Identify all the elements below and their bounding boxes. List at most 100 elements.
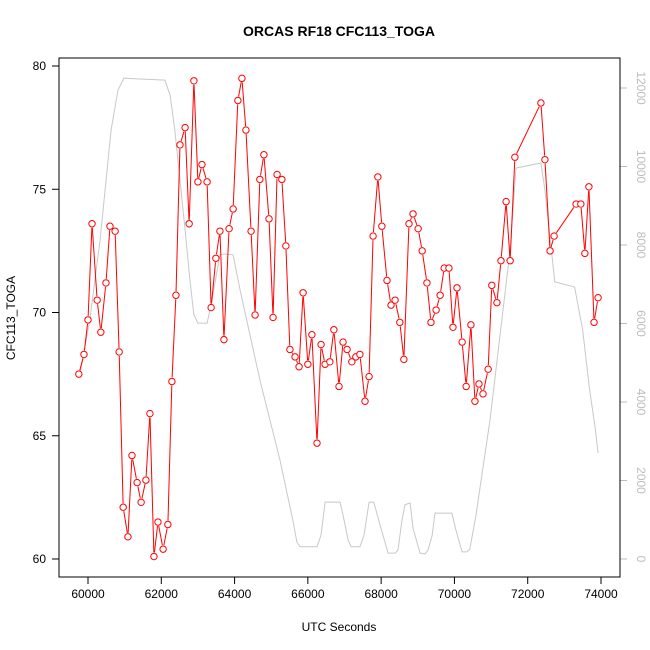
series-segment [359, 358, 366, 398]
y-axis-label: CFC113_TOGA [4, 276, 18, 360]
y2-tick-label: 6000 [634, 310, 648, 337]
data-point [423, 279, 431, 287]
data-point [391, 296, 399, 304]
series-segment [97, 304, 101, 329]
data-point [506, 257, 514, 265]
data-point [436, 291, 444, 299]
data-point [369, 232, 377, 240]
data-point [102, 279, 110, 287]
data-point [471, 397, 479, 405]
data-point [273, 170, 281, 179]
series-segment [175, 148, 181, 292]
series-segment [232, 104, 239, 205]
data-point [400, 355, 408, 364]
data-point [168, 377, 176, 386]
series-segment [377, 180, 383, 223]
data-point [84, 316, 92, 324]
data-point [220, 335, 228, 344]
data-point [119, 503, 127, 511]
series-segment [436, 298, 440, 307]
series-segment [114, 235, 120, 348]
data-point [111, 227, 119, 235]
data-point [343, 345, 351, 354]
series-segment [198, 168, 202, 179]
data-point [185, 220, 193, 228]
data-point [159, 545, 167, 553]
series-segment [291, 352, 294, 354]
series-segment [272, 178, 278, 314]
series-segment [223, 232, 230, 336]
series-segment [321, 348, 325, 361]
data-point [269, 313, 277, 322]
series-segment [145, 417, 151, 477]
series-segment [316, 348, 322, 440]
series-segment [470, 328, 476, 398]
series-segment [505, 205, 511, 257]
data-point [80, 350, 88, 359]
x-tick-label: 72000 [511, 587, 545, 601]
data-point [164, 520, 172, 529]
altitude-line [79, 77, 599, 555]
series-segment [296, 360, 299, 364]
x-tick-label: 66000 [291, 587, 325, 601]
data-point [497, 257, 505, 265]
x-tick-label: 60000 [71, 587, 105, 601]
series-segment [403, 227, 410, 356]
y2-tick-label: 10000 [634, 150, 648, 184]
data-point [247, 227, 255, 235]
data-point [462, 382, 470, 391]
data-point [585, 183, 593, 191]
series-segment [260, 158, 264, 176]
series-segment [127, 459, 133, 533]
series-segment [163, 528, 168, 546]
x-tick-label: 62000 [145, 587, 179, 601]
series-segment [206, 185, 212, 304]
series-segment [465, 328, 472, 383]
series-segment [588, 190, 595, 319]
data-point [387, 301, 395, 309]
y2-tick-label: 12000 [634, 71, 648, 105]
data-point [577, 200, 585, 208]
data-point [278, 175, 286, 184]
data-point [493, 298, 501, 307]
data-point [124, 533, 132, 541]
series-segment [307, 338, 312, 361]
series-segment [329, 333, 334, 358]
series-segment [153, 525, 159, 553]
series-segment [540, 106, 546, 156]
data-point [97, 328, 105, 336]
data-point [330, 326, 338, 334]
series-segment [123, 511, 128, 533]
series-segment [202, 168, 207, 179]
series-segment [492, 289, 497, 299]
series-segment [193, 84, 199, 178]
series-segment [250, 235, 256, 311]
y-tick-label: 65 [33, 429, 47, 443]
x-tick-label: 74000 [584, 587, 618, 601]
series-segment [219, 235, 225, 336]
series-segment [422, 254, 427, 280]
y-tick-label: 60 [33, 552, 47, 566]
data-point [229, 205, 237, 213]
series-segment [555, 207, 575, 234]
data-point [418, 247, 426, 255]
series-segment [483, 373, 488, 391]
data-point [212, 254, 220, 262]
series-segment [268, 222, 274, 314]
data-point [453, 284, 461, 292]
data-point [339, 338, 347, 346]
cfc113-series [75, 74, 602, 561]
data-point [137, 498, 145, 507]
series-segment [79, 358, 84, 371]
data-point [590, 318, 598, 327]
data-point [181, 123, 189, 132]
data-point [479, 390, 487, 398]
data-point [581, 249, 589, 258]
data-point [550, 232, 558, 240]
data-point [234, 96, 242, 105]
data-point [150, 552, 158, 561]
data-point [256, 175, 264, 184]
series-segment [368, 240, 374, 373]
data-point [198, 160, 206, 169]
data-point [445, 264, 453, 272]
